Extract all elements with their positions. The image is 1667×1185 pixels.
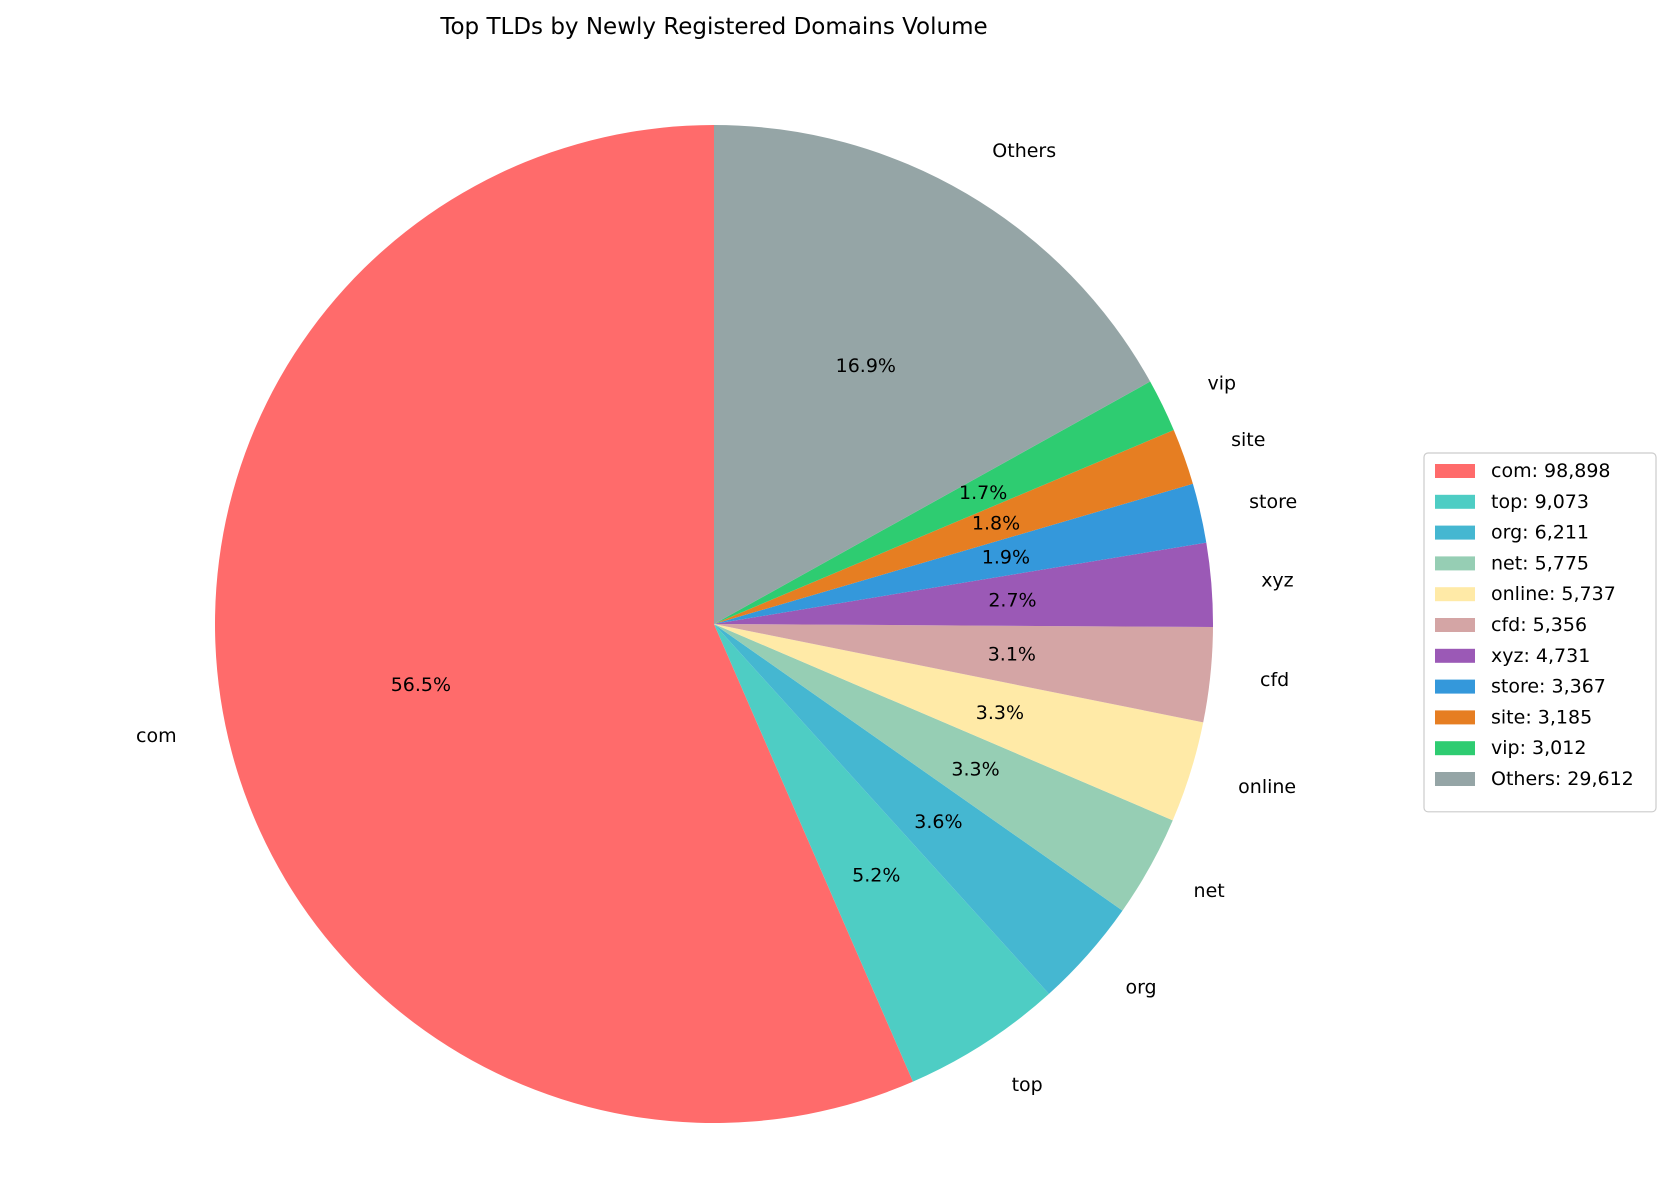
legend-entry-store: store: 3,367 bbox=[1491, 676, 1606, 698]
legend-entry-cfd: cfd: 5,356 bbox=[1491, 614, 1587, 636]
legend-swatch-top bbox=[1435, 494, 1475, 509]
slice-percent-site: 1.8% bbox=[972, 513, 1020, 535]
slice-label-top: top bbox=[1012, 1074, 1043, 1096]
legend-swatch-org bbox=[1435, 525, 1475, 540]
slice-label-site: site bbox=[1231, 429, 1265, 451]
pie-slices bbox=[215, 125, 1214, 1123]
slice-percent-com: 56.5% bbox=[391, 674, 451, 696]
legend-swatch-store bbox=[1435, 679, 1475, 694]
slice-percent-vip: 1.7% bbox=[959, 482, 1007, 504]
legend-swatch-com bbox=[1435, 464, 1475, 478]
legend-entry-org: org: 6,211 bbox=[1491, 522, 1589, 544]
legend-swatch-online bbox=[1435, 587, 1475, 602]
legend-swatch-others bbox=[1435, 772, 1475, 786]
chart-title: Top TLDs by Newly Registered Domains Vol… bbox=[439, 14, 987, 40]
slice-percent-org: 3.6% bbox=[914, 811, 962, 833]
pie-slice-top bbox=[714, 624, 1049, 1082]
legend-entry-top: top: 9,073 bbox=[1491, 491, 1589, 513]
legend-entry-xyz: xyz: 4,731 bbox=[1491, 645, 1590, 667]
slice-label-com: com bbox=[136, 725, 177, 747]
legend: com: 98,898 top: 9,073 org: 6,211 net: 5,77… bbox=[1423, 452, 1657, 813]
slice-percent-cfd: 3.1% bbox=[988, 644, 1036, 666]
pie-slice-online bbox=[714, 624, 1204, 821]
pie-slice-others bbox=[714, 125, 1151, 624]
pie-slice-vip bbox=[714, 381, 1174, 624]
slice-labels: com top org net online cfd xyz store site vip Othe… bbox=[136, 140, 1297, 1096]
slice-label-online: online bbox=[1238, 776, 1296, 798]
pie-slice-store bbox=[714, 483, 1207, 624]
slice-label-vip: vip bbox=[1207, 373, 1236, 395]
legend-swatch-vip bbox=[1435, 741, 1475, 756]
pie-slice-com bbox=[215, 125, 913, 1123]
pie-slice-xyz bbox=[714, 542, 1214, 628]
legend-swatch-xyz bbox=[1435, 648, 1475, 663]
slice-label-others: Others bbox=[992, 140, 1056, 162]
slice-percent-xyz: 2.7% bbox=[988, 589, 1036, 611]
legend-swatch-cfd bbox=[1435, 618, 1475, 632]
slice-percent-top: 5.2% bbox=[852, 865, 900, 887]
slice-label-cfd: cfd bbox=[1260, 669, 1289, 691]
slice-label-store: store bbox=[1249, 491, 1297, 513]
slice-label-xyz: xyz bbox=[1261, 570, 1293, 592]
legend-entry-net: net: 5,775 bbox=[1491, 552, 1589, 574]
legend-swatch-net bbox=[1435, 556, 1475, 571]
legend-frame bbox=[1423, 452, 1657, 813]
slice-percent-net: 3.3% bbox=[951, 759, 999, 781]
pie-slice-cfd bbox=[714, 624, 1213, 723]
legend-entry-online: online: 5,737 bbox=[1491, 583, 1616, 605]
legend-entry-vip: vip: 3,012 bbox=[1491, 737, 1586, 759]
slice-label-org: org bbox=[1125, 976, 1156, 998]
slice-percent-labels: 56.5% 5.2% 3.6% 3.3% 3.3% 3.1% 2.7% 1.9% 1.8% 1.7… bbox=[391, 355, 1037, 887]
legend-entry-com: com: 98,898 bbox=[1491, 460, 1611, 482]
legend-swatch-site bbox=[1435, 710, 1475, 725]
slice-percent-online: 3.3% bbox=[976, 702, 1024, 724]
legend-entry-site: site: 3,185 bbox=[1491, 706, 1592, 728]
slice-percent-others: 16.9% bbox=[836, 355, 896, 377]
pie-slice-site bbox=[714, 430, 1193, 624]
slice-percent-store: 1.9% bbox=[982, 546, 1030, 568]
pie-slice-org bbox=[714, 624, 1123, 994]
pie-slice-net bbox=[714, 624, 1173, 911]
legend-entry-others: Others: 29,612 bbox=[1491, 768, 1634, 790]
slice-label-net: net bbox=[1194, 880, 1225, 902]
